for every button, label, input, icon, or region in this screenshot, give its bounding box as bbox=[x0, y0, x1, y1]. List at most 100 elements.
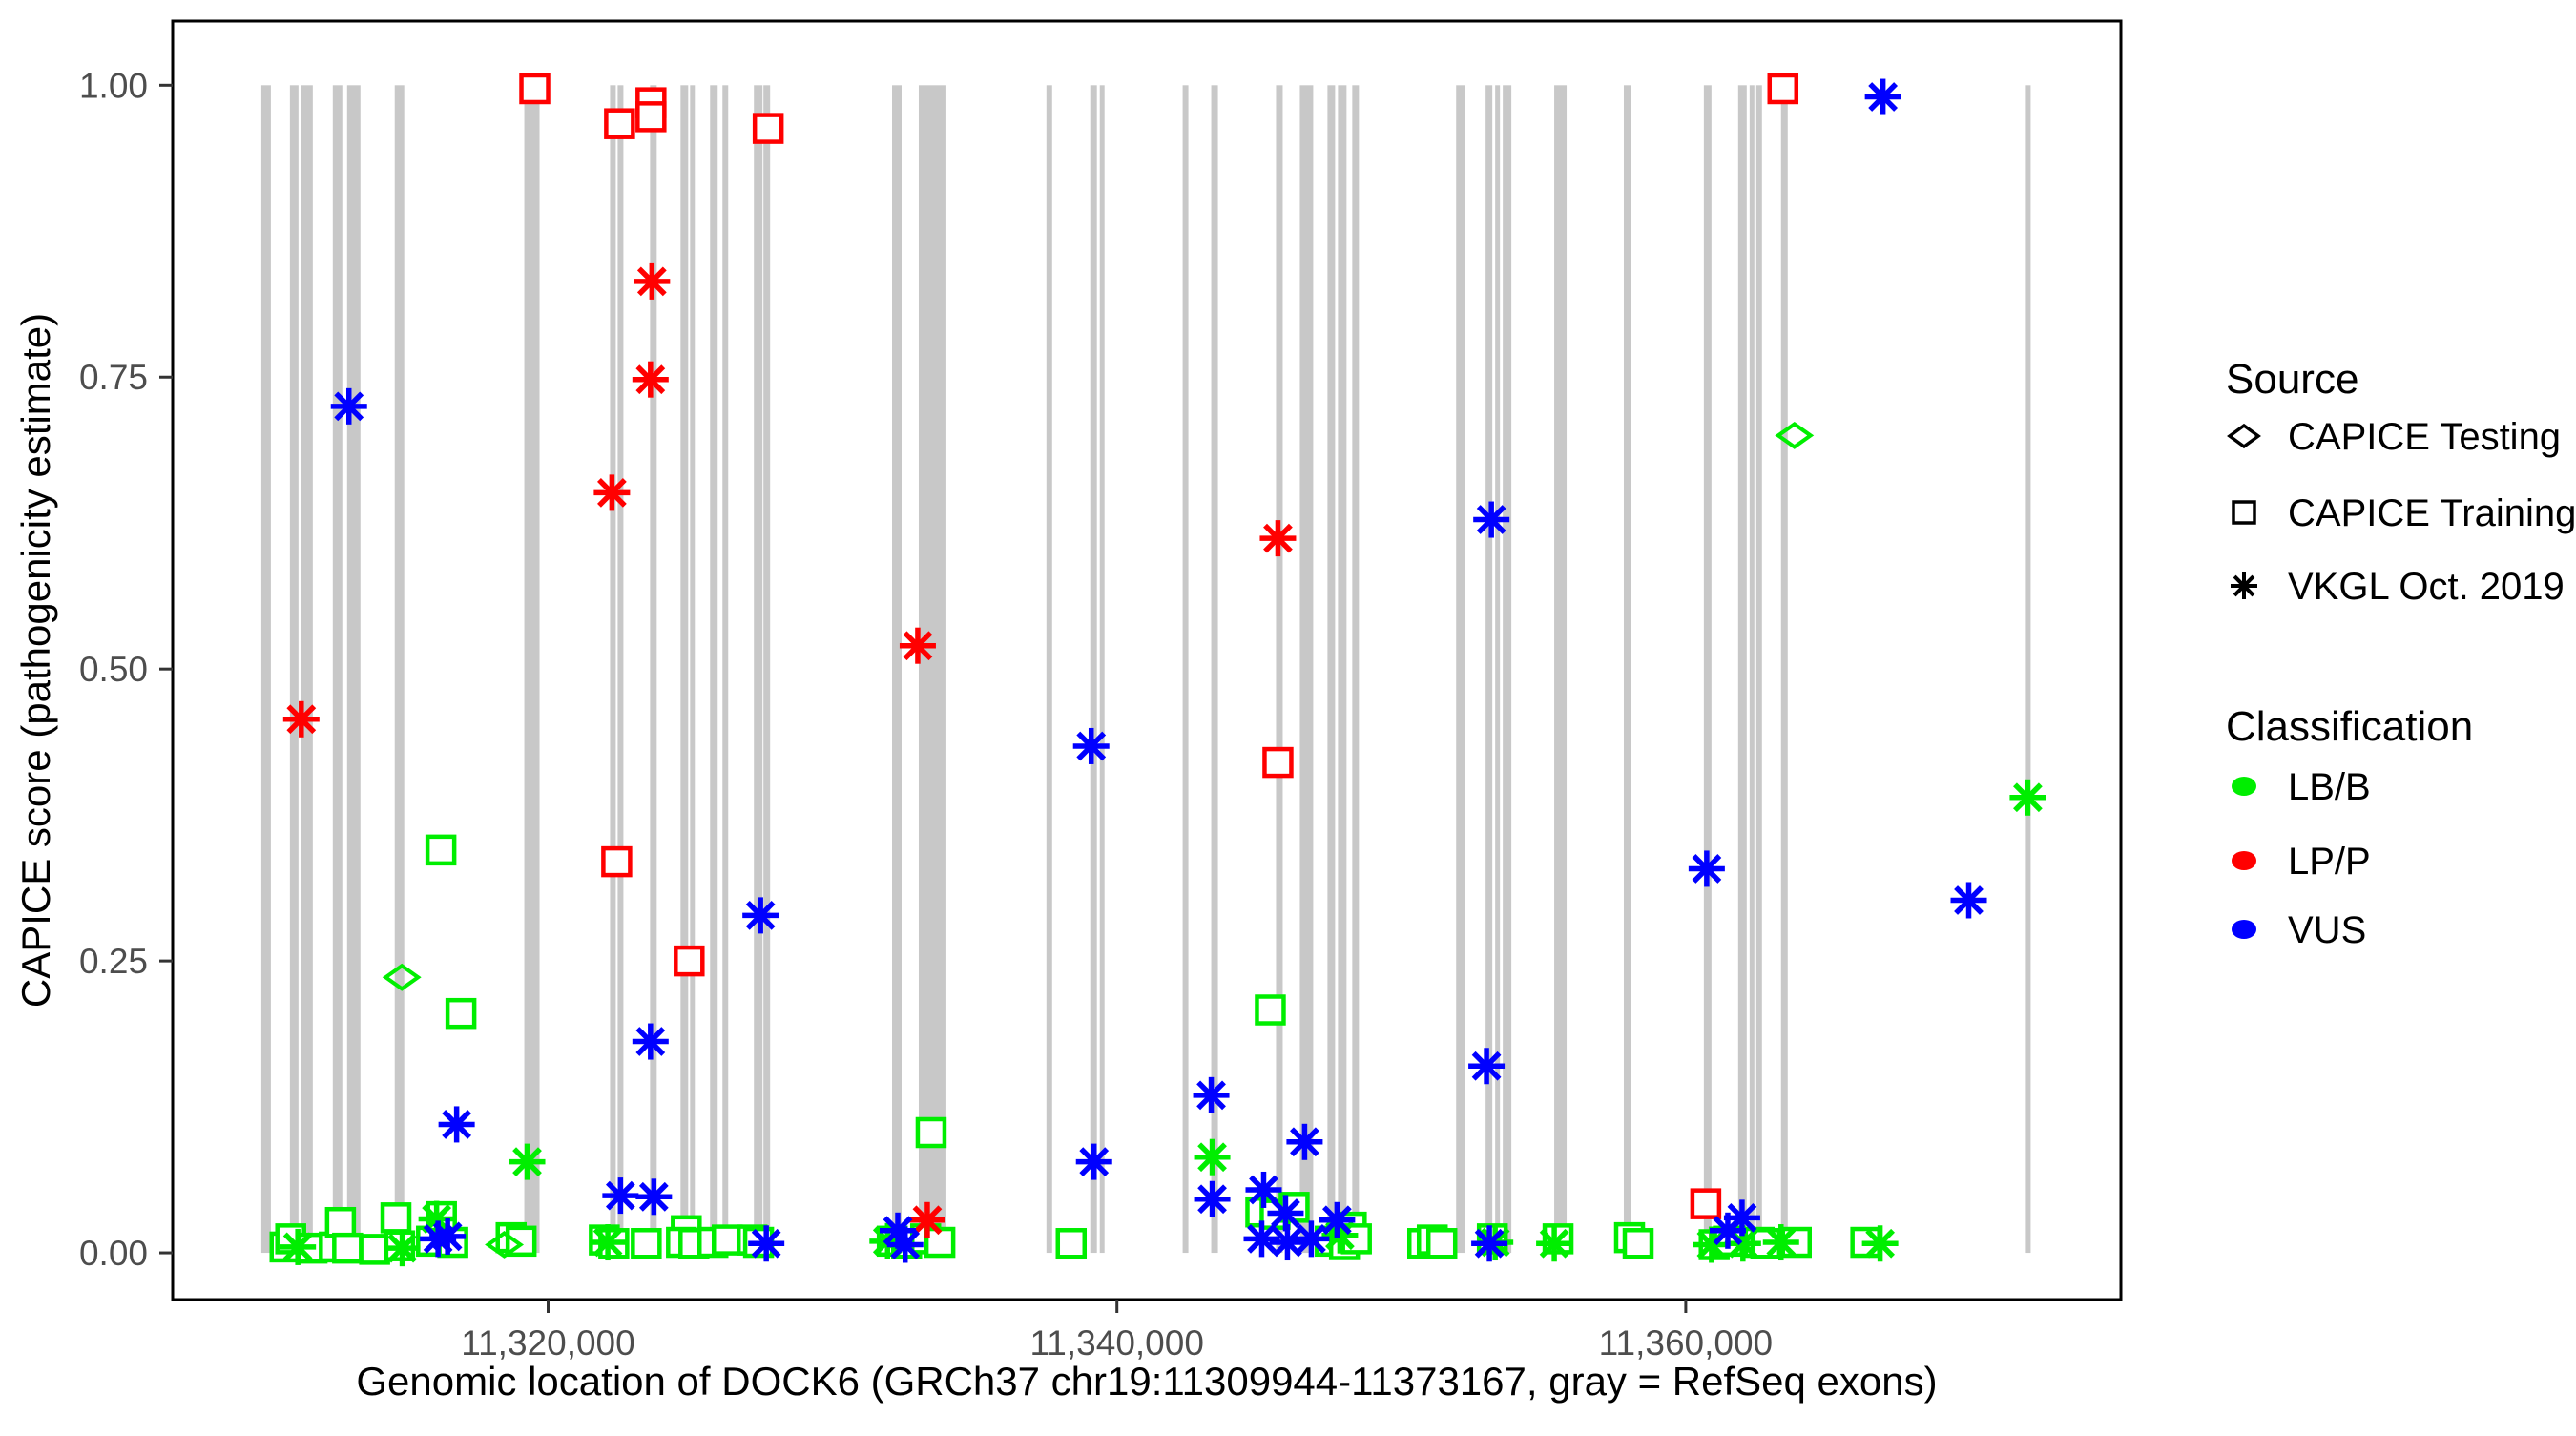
exon-bar bbox=[1276, 85, 1283, 1254]
point-square-lpp bbox=[752, 113, 784, 144]
point-square-lpp bbox=[1690, 1188, 1722, 1219]
axes-layer: 11,320,000 11,340,000 11,360,000 0.00 0.25 0.… bbox=[79, 66, 1773, 1363]
exon-bar bbox=[722, 85, 729, 1254]
legend-classification-item-label: VUS bbox=[2288, 909, 2366, 951]
exon-bar bbox=[289, 85, 299, 1254]
exon-bar bbox=[610, 85, 616, 1254]
y-tick-label: 0.75 bbox=[79, 358, 148, 397]
exon-bar bbox=[1485, 85, 1493, 1254]
point-square-lbb bbox=[1622, 1228, 1654, 1259]
point-asterisk-vus bbox=[330, 387, 367, 425]
legend-square-icon bbox=[2232, 500, 2256, 525]
point-asterisk-lpp bbox=[632, 361, 669, 398]
point-asterisk-lbb bbox=[1194, 1138, 1231, 1176]
legend-classification-item-label: LP/P bbox=[2288, 841, 2371, 883]
point-asterisk-vus bbox=[1864, 78, 1901, 115]
exon-bar bbox=[690, 85, 696, 1254]
exon-bar bbox=[524, 85, 540, 1254]
point-asterisk-vus bbox=[1245, 1171, 1282, 1208]
exon-bar bbox=[260, 85, 271, 1254]
point-asterisk-vus bbox=[1473, 501, 1510, 538]
legend-asterisk-icon bbox=[2231, 572, 2257, 599]
exon-bar bbox=[918, 85, 946, 1254]
y-tick-label: 0.50 bbox=[79, 650, 148, 689]
point-asterisk-vus bbox=[1072, 727, 1110, 764]
legend: Source Classification CAPICE TestingCAPI… bbox=[2226, 356, 2576, 951]
exon-bar bbox=[1780, 85, 1788, 1254]
point-asterisk-lpp bbox=[634, 262, 671, 300]
scatter-points-layer bbox=[269, 73, 2046, 1267]
legend-color-dot-icon bbox=[2232, 920, 2256, 939]
point-square-lbb bbox=[332, 1232, 364, 1264]
y-tick-label: 0.25 bbox=[79, 942, 148, 981]
exon-bar bbox=[1503, 85, 1512, 1254]
point-asterisk-vus bbox=[1243, 1220, 1280, 1258]
y-axis-title: CAPICE score (pathogenicity estimate) bbox=[13, 313, 58, 1008]
point-square-lbb bbox=[924, 1226, 956, 1259]
exon-bars-layer bbox=[260, 85, 2031, 1254]
exon-bar bbox=[1749, 85, 1755, 1254]
point-asterisk-vus bbox=[1468, 1048, 1506, 1085]
exon-bar bbox=[1327, 85, 1336, 1254]
point-asterisk-vus bbox=[602, 1177, 639, 1215]
point-asterisk-vus bbox=[635, 1178, 673, 1216]
point-asterisk-lbb bbox=[509, 1143, 546, 1180]
point-asterisk-vus bbox=[1193, 1076, 1230, 1113]
exon-bar bbox=[754, 85, 763, 1254]
point-diamond-lbb bbox=[1775, 421, 1815, 449]
point-asterisk-lpp bbox=[899, 627, 936, 664]
point-square-lbb bbox=[359, 1234, 390, 1265]
point-asterisk-lbb bbox=[1762, 1224, 1799, 1261]
exon-bar bbox=[346, 85, 361, 1254]
exon-bar bbox=[332, 85, 343, 1254]
point-square-lpp bbox=[674, 945, 705, 977]
point-square-lpp bbox=[604, 108, 635, 139]
point-asterisk-lbb bbox=[280, 1228, 317, 1265]
exon-bar bbox=[1495, 85, 1501, 1254]
point-square-lpp bbox=[635, 101, 667, 133]
legend-source-item-label: VKGL Oct. 2019 bbox=[2288, 566, 2565, 608]
exon-bar bbox=[2025, 85, 2031, 1254]
legend-source-item-label: CAPICE Testing bbox=[2288, 416, 2561, 458]
point-square-lpp bbox=[1262, 746, 1294, 779]
point-asterisk-vus bbox=[1293, 1220, 1330, 1258]
point-asterisk-vus bbox=[886, 1226, 924, 1263]
point-asterisk-vus bbox=[1723, 1199, 1760, 1237]
point-asterisk-vus bbox=[1950, 882, 1987, 919]
point-square-lbb bbox=[1425, 1228, 1458, 1259]
exon-bar bbox=[1352, 85, 1360, 1254]
point-square-lpp bbox=[1767, 73, 1799, 105]
exon-bar bbox=[1299, 85, 1314, 1254]
legend-items: CAPICE Testing CAPICE Training VKGL Oct. 2… bbox=[2227, 416, 2576, 951]
exon-bar bbox=[1182, 85, 1189, 1254]
y-tick-label: 1.00 bbox=[79, 66, 148, 105]
exon-bar bbox=[1737, 85, 1747, 1254]
point-asterisk-vus bbox=[438, 1106, 475, 1143]
point-asterisk-vus bbox=[1319, 1201, 1356, 1238]
exon-bar bbox=[1090, 85, 1097, 1254]
x-tick-label: 11,320,000 bbox=[461, 1323, 634, 1363]
exon-bar bbox=[1456, 85, 1465, 1254]
point-asterisk-vus bbox=[742, 897, 779, 934]
point-asterisk-lbb bbox=[2009, 779, 2046, 816]
point-asterisk-lpp bbox=[908, 1201, 945, 1238]
exon-bar bbox=[1099, 85, 1105, 1254]
point-asterisk-lpp bbox=[1259, 520, 1297, 557]
point-square-lpp bbox=[601, 845, 633, 878]
point-asterisk-vus bbox=[1194, 1180, 1231, 1217]
point-asterisk-vus bbox=[632, 1023, 669, 1060]
legend-classification-item-label: LB/B bbox=[2288, 766, 2371, 808]
point-square-lbb bbox=[915, 1116, 947, 1149]
point-asterisk-vus bbox=[1269, 1224, 1306, 1261]
exon-bar bbox=[1554, 85, 1568, 1254]
point-diamond-lbb bbox=[485, 1231, 525, 1259]
exon-bar bbox=[710, 85, 718, 1254]
point-square-lpp bbox=[519, 73, 551, 105]
point-asterisk-lpp bbox=[282, 700, 320, 738]
legend-diamond-icon bbox=[2227, 423, 2261, 449]
exon-bar bbox=[617, 85, 624, 1254]
exon-bar bbox=[301, 85, 313, 1254]
exon-bar bbox=[1623, 85, 1631, 1254]
point-square-lbb bbox=[445, 997, 477, 1030]
